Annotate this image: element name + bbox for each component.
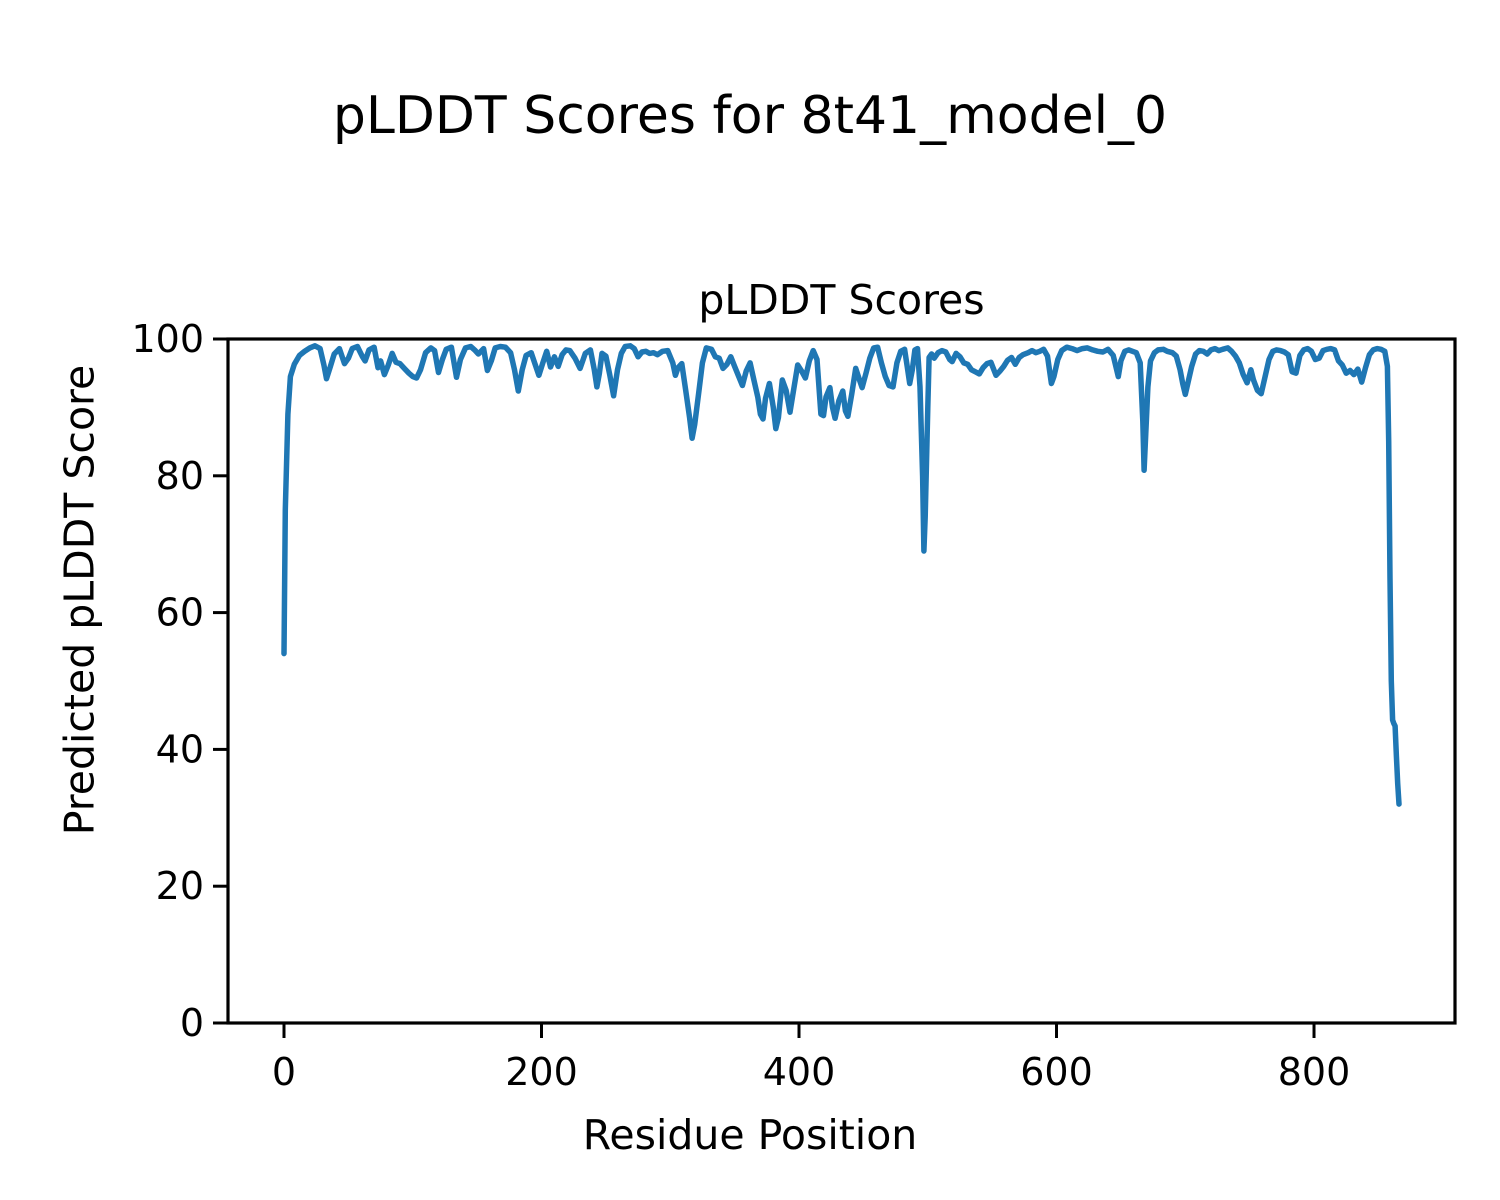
y-tick-label: 40 — [156, 727, 204, 771]
x-tick-label: 200 — [505, 1050, 578, 1094]
x-axis-label: Residue Position — [582, 1111, 918, 1159]
x-tick-label: 600 — [1020, 1050, 1093, 1094]
plddt-series-line — [281, 343, 1402, 807]
x-tick-label: 0 — [272, 1050, 296, 1094]
y-tick-label: 0 — [180, 1001, 204, 1045]
y-tick-label: 60 — [156, 591, 204, 635]
y-tick-label: 80 — [156, 454, 204, 498]
y-tick-label: 100 — [131, 317, 204, 361]
x-tick-label: 800 — [1278, 1050, 1351, 1094]
axes-frame — [226, 337, 1457, 1025]
y-tick-label: 20 — [156, 864, 204, 908]
axes-title: pLDDT Scores — [698, 276, 985, 324]
figure-title: pLDDT Scores for 8t41_model_0 — [332, 86, 1168, 146]
x-tick-label: 400 — [763, 1050, 836, 1094]
